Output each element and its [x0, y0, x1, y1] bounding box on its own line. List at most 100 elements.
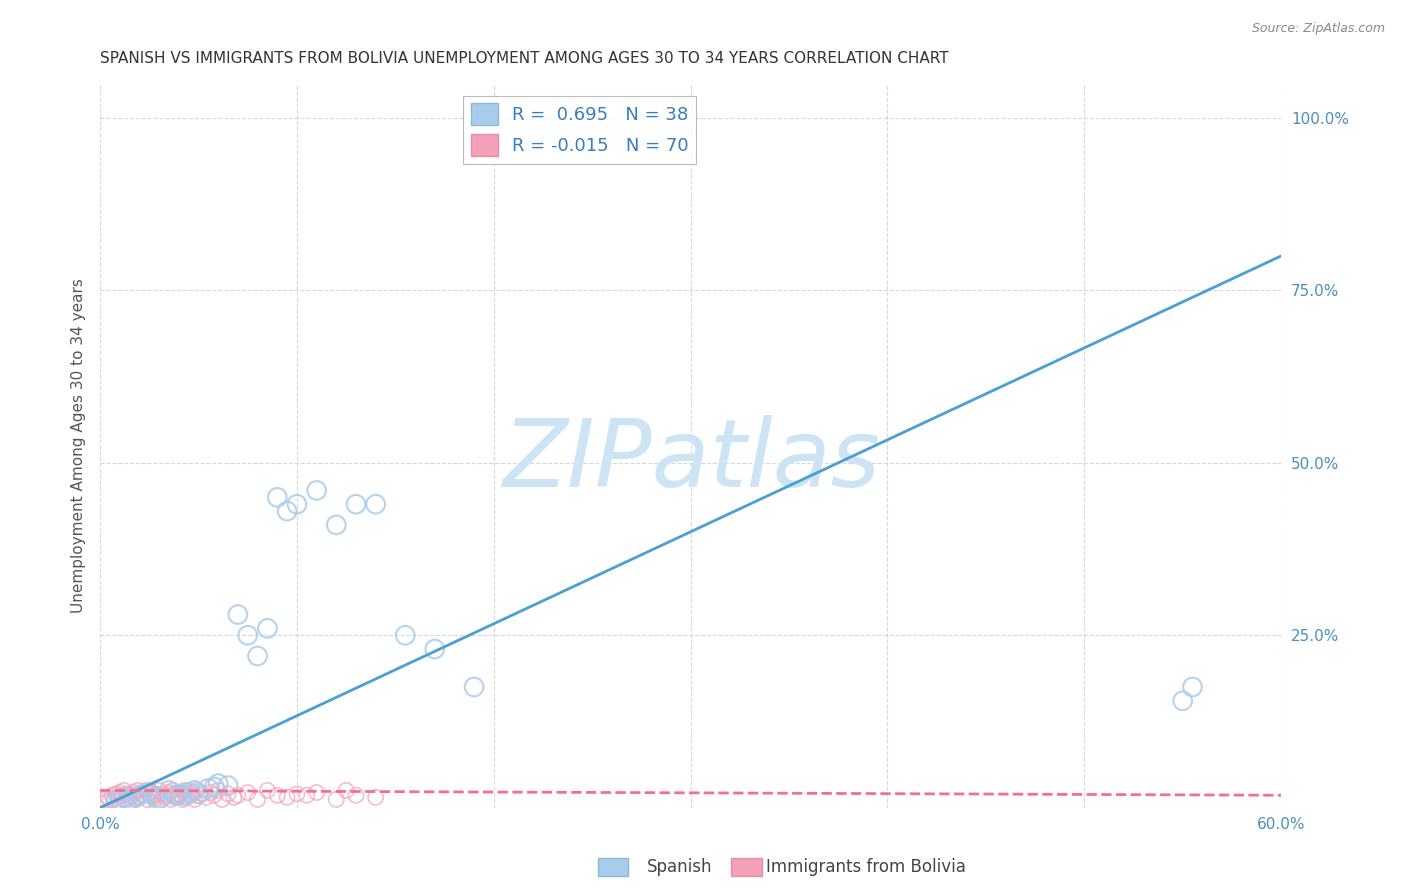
Point: [94, 795, 117, 809]
Point: [141, 789, 163, 803]
Point: [104, 787, 127, 801]
Point: [236, 628, 259, 642]
Point: [170, 789, 193, 803]
Point: [121, 789, 143, 803]
Point: [127, 783, 149, 797]
Point: [177, 785, 200, 799]
Point: [222, 790, 245, 805]
Point: [98, 794, 121, 808]
Point: [191, 787, 214, 801]
Point: [142, 790, 165, 805]
Point: [152, 787, 174, 801]
Point: [256, 621, 278, 635]
Point: [176, 790, 198, 805]
Point: [172, 789, 194, 803]
Point: [197, 781, 219, 796]
Point: [107, 790, 129, 805]
Point: [305, 483, 328, 498]
Y-axis label: Unemployment Among Ages 30 to 34 years: Unemployment Among Ages 30 to 34 years: [72, 278, 86, 613]
Point: [156, 789, 179, 803]
Point: [344, 497, 367, 511]
Point: [325, 792, 347, 806]
Point: [266, 789, 288, 803]
Point: [285, 497, 308, 511]
Point: [187, 789, 209, 803]
Point: [226, 789, 249, 803]
Point: [122, 785, 145, 799]
Point: [118, 794, 141, 808]
Point: [295, 789, 318, 803]
Point: [266, 491, 288, 505]
Point: [344, 789, 367, 803]
Point: [148, 792, 170, 806]
Point: [276, 504, 298, 518]
Text: Spanish: Spanish: [647, 858, 713, 876]
Point: [195, 790, 218, 805]
Point: [162, 783, 184, 797]
Point: [104, 794, 127, 808]
Point: [101, 789, 124, 803]
Point: [180, 789, 202, 803]
Point: [226, 607, 249, 622]
Point: [285, 787, 308, 801]
Point: [97, 790, 120, 805]
Point: [132, 789, 155, 803]
Point: [394, 628, 416, 642]
Text: ZIPatlas: ZIPatlas: [502, 415, 880, 506]
Point: [187, 787, 209, 801]
Point: [423, 642, 446, 657]
Point: [364, 497, 387, 511]
Point: [157, 783, 180, 797]
Text: SPANISH VS IMMIGRANTS FROM BOLIVIA UNEMPLOYMENT AMONG AGES 30 TO 34 YEARS CORREL: SPANISH VS IMMIGRANTS FROM BOLIVIA UNEMP…: [100, 51, 949, 66]
Point: [118, 790, 141, 805]
Text: Immigrants from Bolivia: Immigrants from Bolivia: [766, 858, 966, 876]
Point: [124, 790, 146, 805]
Point: [463, 680, 485, 694]
Point: [111, 789, 134, 803]
Point: [202, 780, 225, 794]
Point: [207, 776, 229, 790]
Point: [163, 789, 186, 803]
Point: [167, 787, 190, 801]
Point: [132, 794, 155, 808]
Point: [153, 790, 176, 805]
Text: Source: ZipAtlas.com: Source: ZipAtlas.com: [1251, 22, 1385, 36]
Point: [138, 785, 160, 799]
Point: [163, 789, 186, 803]
Point: [211, 792, 233, 806]
Point: [160, 792, 183, 806]
Point: [148, 783, 170, 797]
Point: [131, 787, 153, 801]
Point: [325, 517, 347, 532]
Point: [128, 790, 150, 805]
Point: [1171, 694, 1194, 708]
Point: [183, 792, 205, 806]
Point: [217, 787, 239, 801]
Point: [246, 792, 269, 806]
Point: [108, 792, 131, 806]
Point: [207, 783, 229, 797]
Point: [112, 790, 135, 805]
Point: [364, 790, 387, 805]
Point: [305, 785, 328, 799]
Point: [1181, 680, 1204, 694]
Point: [172, 792, 194, 806]
Point: [183, 783, 205, 797]
Point: [166, 790, 188, 805]
Legend: R =  0.695   N = 38, R = -0.015   N = 70: R = 0.695 N = 38, R = -0.015 N = 70: [464, 96, 696, 164]
Point: [256, 783, 278, 797]
Point: [276, 790, 298, 805]
Point: [143, 787, 166, 801]
Point: [186, 783, 208, 797]
Point: [134, 783, 156, 797]
Point: [177, 787, 200, 801]
Point: [200, 785, 222, 799]
Point: [108, 785, 131, 799]
Point: [217, 779, 239, 793]
Point: [236, 785, 259, 799]
Point: [112, 783, 135, 797]
Point: [128, 789, 150, 803]
Point: [143, 790, 166, 805]
Point: [136, 792, 159, 806]
Point: [181, 785, 204, 799]
